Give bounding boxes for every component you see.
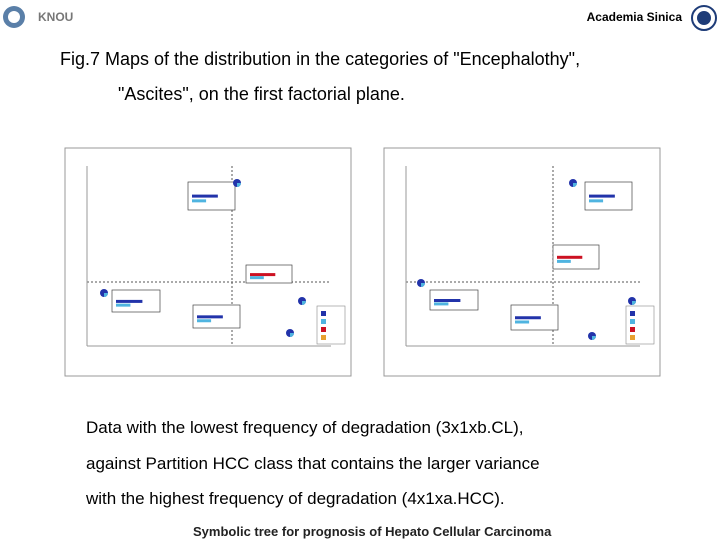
- legend-swatch: [321, 335, 326, 340]
- legend-swatch: [321, 311, 326, 316]
- pie-slice: [421, 283, 425, 287]
- body-line: against Partition HCC class that contain…: [86, 454, 540, 473]
- body-line: with the highest frequency of degradatio…: [86, 489, 505, 508]
- legend-swatch: [630, 327, 635, 332]
- bar: [192, 194, 218, 198]
- bar: [250, 276, 264, 280]
- bar: [515, 316, 541, 320]
- legend-swatch: [630, 311, 635, 316]
- bar: [589, 199, 604, 203]
- knou-text: KNOU: [38, 10, 74, 24]
- legend-swatch: [321, 319, 326, 324]
- bar: [515, 320, 530, 324]
- bar: [116, 303, 131, 307]
- title-line: Fig.7 Maps of the distribution in the ca…: [60, 49, 581, 69]
- pie-slice: [290, 333, 294, 337]
- bar: [557, 255, 583, 259]
- bar: [434, 299, 461, 302]
- knou-logo-inner: [8, 11, 20, 23]
- legend-swatch: [630, 319, 635, 324]
- bar: [557, 259, 571, 263]
- bar: [434, 302, 449, 306]
- bar: [197, 319, 212, 323]
- org-text: Academia Sinica: [586, 10, 682, 24]
- bar: [116, 299, 143, 303]
- footer: Symbolic tree for prognosis of Hepato Ce…: [193, 524, 552, 539]
- legend-swatch: [630, 335, 635, 340]
- pie-slice: [592, 336, 596, 340]
- title-line: "Ascites", on the first factorial plane.: [118, 84, 405, 104]
- pie-slice: [104, 293, 108, 297]
- pie-slice: [237, 183, 241, 187]
- legend-swatch: [321, 327, 326, 332]
- pie-slice: [573, 183, 577, 187]
- pie-slice: [632, 301, 636, 305]
- bar: [197, 315, 223, 319]
- body-line: Data with the lowest frequency of degrad…: [86, 418, 524, 437]
- bar: [192, 199, 207, 203]
- bar: [589, 194, 615, 198]
- bar: [250, 273, 276, 277]
- pie-slice: [302, 301, 306, 305]
- sinica-logo-inner: [697, 11, 711, 25]
